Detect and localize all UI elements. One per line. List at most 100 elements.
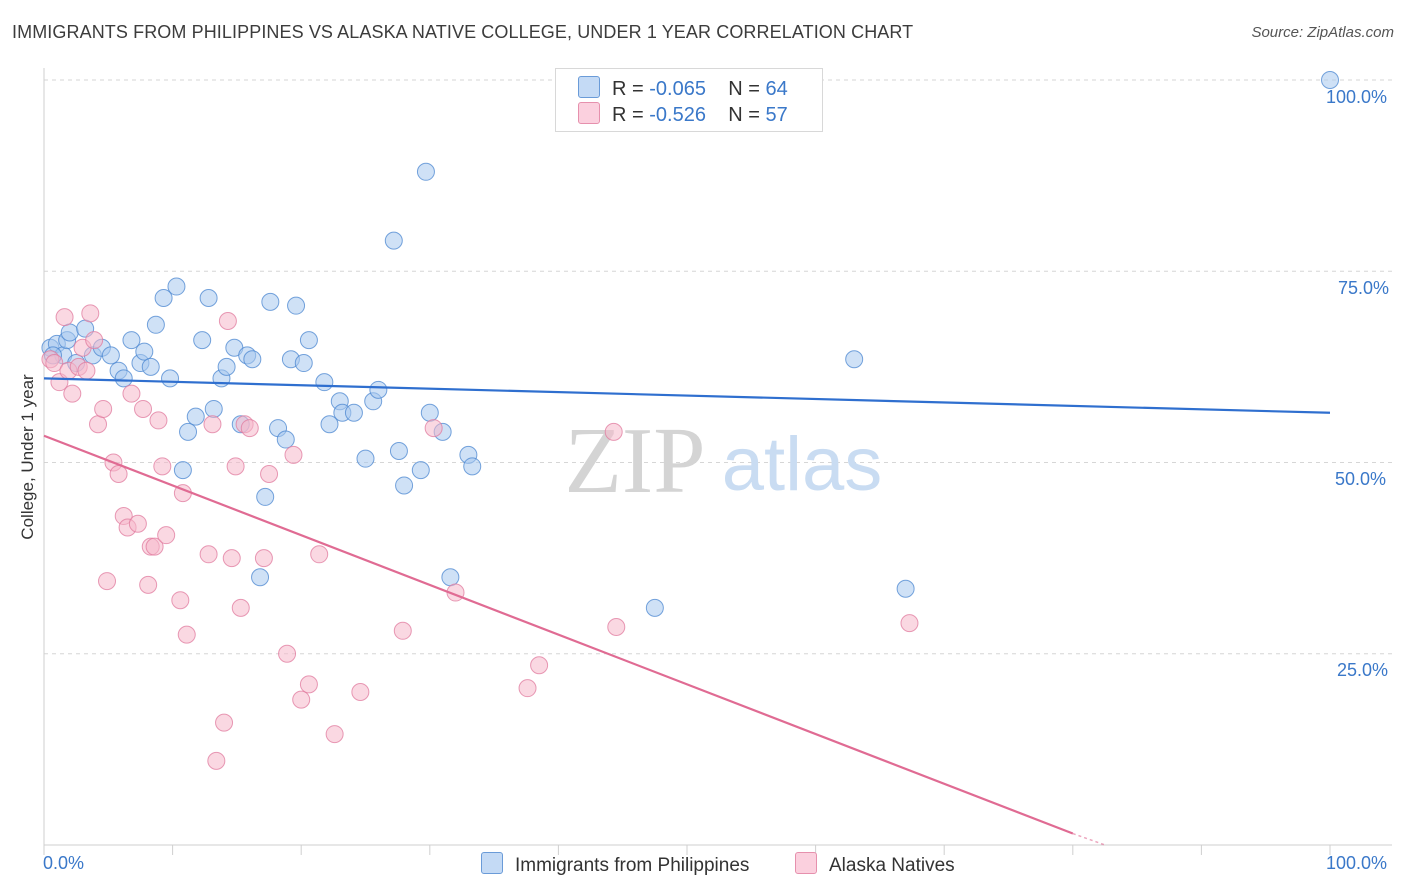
alaska-point [604,422,623,441]
axes [43,68,1392,855]
x-tick-max: 100.0% [1326,853,1388,873]
legend-n-label: N = [728,104,760,126]
philippines-point [441,568,460,587]
source-label: Source: ZipAtlas.com [1251,24,1394,41]
alaska-point [207,751,226,770]
philippines-point [420,403,439,422]
bottom-legend-swatch-blue [481,852,503,874]
alaska-point [278,644,297,663]
philippines-point [645,598,664,617]
philippines-point [294,354,313,373]
legend-n-value: 64 [765,78,788,100]
philippines-point [315,373,334,392]
philippines-point [384,231,403,250]
philippines-point [416,162,435,181]
philippines-point [411,461,430,480]
alaska-point [153,457,172,476]
philippines-point [122,331,141,350]
legend-row-philippines: R = -0.065 N = 64 [578,76,788,100]
alaska-point [157,526,176,545]
philippines-point [896,579,915,598]
alaska-point [222,549,241,568]
alaska-point [94,399,113,418]
alaska-point [231,598,250,617]
chart-title: IMMIGRANTS FROM PHILIPPINES VS ALASKA NA… [12,22,914,42]
alaska-point [55,308,74,327]
philippines-point [287,296,306,315]
data-points [41,71,1339,770]
bottom-legend-label: Immigrants from Philippines [515,855,750,876]
y-tick-25: 25.0% [1337,660,1389,680]
alaska-point [81,304,100,323]
philippines-point [179,422,198,441]
philippines-point [299,331,318,350]
philippines-point [344,403,363,422]
legend-r-value: -0.526 [649,104,706,126]
alaska-point [260,464,279,483]
alaska-point [203,415,222,434]
philippines-trend-line [43,377,1331,414]
legend-swatch-pink [578,102,600,124]
philippines-point [146,315,165,334]
alaska-trend-extension [1072,832,1106,846]
alaska-point [128,514,147,533]
alaska-point [393,621,412,640]
legend-r-label: R = [612,104,644,126]
philippines-point [186,407,205,426]
y-tick-100: 100.0% [1326,87,1388,107]
alaska-point [177,625,196,644]
bottom-legend-label: Alaska Natives [829,855,955,876]
alaska-point [215,713,234,732]
alaska-point [254,549,273,568]
alaska-point [45,354,64,373]
watermark: ZIP atlas [565,409,883,513]
alaska-point [530,656,549,675]
philippines-point [154,289,173,308]
philippines-point [256,487,275,506]
alaska-point [607,617,626,636]
philippines-point [389,442,408,461]
watermark-zip: ZIP [565,409,706,513]
philippines-point [101,346,120,365]
trend-lines [43,377,1331,846]
alaska-point [98,572,117,591]
y-tick-75: 75.0% [1338,278,1390,298]
alaska-point [122,384,141,403]
philippines-point [356,449,375,468]
alaska-point [149,411,168,430]
alaska-point [139,575,158,594]
philippines-point [141,357,160,376]
bottom-legend-alaska: Alaska Natives [795,852,955,877]
philippines-point [1321,71,1339,89]
philippines-point [845,350,864,369]
alaska-point [134,399,153,418]
alaska-point [226,457,245,476]
y-tick-50: 50.0% [1335,469,1387,489]
philippines-point [60,323,79,342]
philippines-point [173,461,192,480]
philippines-point [199,289,218,308]
philippines-point [251,568,270,587]
philippines-point [193,331,212,350]
alaska-point [351,683,370,701]
legend-r-label: R = [612,78,644,100]
alaska-point [325,725,344,744]
legend-row-alaska: R = -0.526 N = 57 [578,102,788,126]
alaska-point [299,675,318,694]
philippines-point [243,350,262,369]
watermark-atlas: atlas [722,422,883,507]
philippines-point [135,342,154,361]
grid-lines [44,79,1392,655]
legend-r-value: -0.065 [649,78,706,100]
alaska-point [518,679,537,698]
philippines-point [114,369,133,388]
y-axis-label: College, Under 1 year [18,374,37,540]
alaska-point [85,331,104,350]
alaska-point [89,415,108,434]
philippines-point [217,357,236,376]
philippines-point [204,399,223,418]
stats-legend: R = -0.065 N = 64 R = -0.526 N = 57 [555,68,823,132]
philippines-point [320,415,339,434]
alaska-point [218,311,237,330]
